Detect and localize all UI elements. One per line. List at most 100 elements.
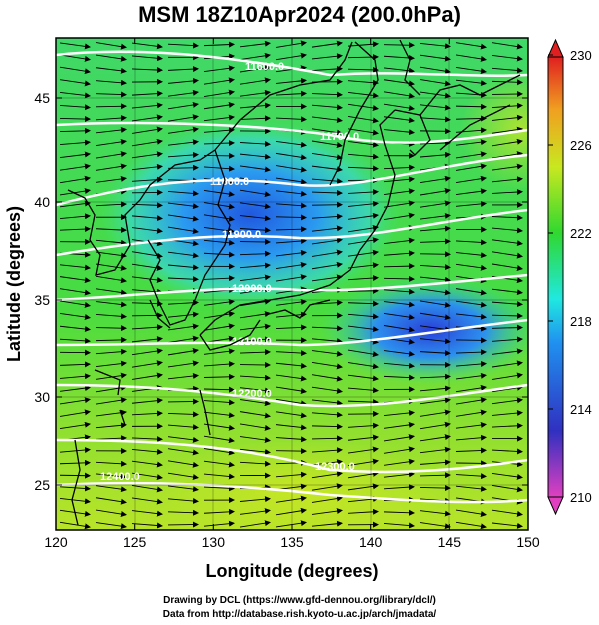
wind-vector-arrow: [59, 497, 91, 505]
wind-vector-arrow: [311, 165, 343, 173]
wind-vector-arrow: [59, 385, 91, 392]
wind-vector-arrow: [455, 384, 487, 393]
wind-vector-arrow: [275, 249, 307, 257]
wind-vector-arrow: [167, 509, 199, 516]
wind-vector-arrow: [239, 399, 271, 407]
contour-label: 12000.0: [232, 283, 272, 295]
wind-vector-arrow: [311, 508, 343, 515]
wind-vector-arrow: [491, 263, 523, 271]
wind-vector-arrow: [347, 387, 379, 394]
wind-vector-arrow: [59, 151, 91, 158]
wind-vector-arrow: [59, 200, 91, 208]
wind-vector-arrow: [455, 509, 487, 517]
wind-vector-arrow: [203, 89, 235, 98]
wind-vector-arrow: [347, 313, 379, 320]
wind-vector-arrow: [491, 384, 523, 393]
wind-vector-arrow: [311, 350, 343, 357]
wind-vector-arrow: [95, 103, 127, 110]
wind-vector-arrow: [311, 423, 343, 430]
wind-vector-arrow: [311, 128, 343, 136]
wind-vector-arrow: [455, 300, 487, 308]
wind-vector-arrow: [239, 202, 271, 210]
wind-vector-arrow: [131, 163, 163, 171]
wind-vector-arrow: [167, 114, 199, 122]
wind-vector-arrow: [491, 348, 523, 355]
height-contour: [56, 208, 528, 257]
wind-vector-arrow: [203, 65, 235, 72]
wind-vector-arrow: [239, 102, 271, 109]
wind-vector-arrow: [491, 288, 523, 296]
wind-vector-arrow: [275, 274, 307, 282]
wind-vector-arrow: [239, 520, 271, 528]
wind-vector-arrow: [167, 323, 199, 331]
wind-vector-arrow: [131, 102, 163, 109]
wind-vector-arrow: [419, 79, 451, 87]
wind-vector-arrow: [203, 140, 235, 147]
wind-vector-arrow: [95, 175, 127, 183]
wind-vector-arrow: [311, 483, 343, 491]
wind-vector-arrow: [347, 153, 379, 160]
wind-vector-arrow: [455, 103, 487, 110]
wind-vector-arrow: [419, 472, 451, 479]
wind-vector-arrow: [59, 288, 91, 296]
wind-vector-arrow: [203, 485, 235, 492]
wind-vector-arrow: [383, 42, 415, 49]
wind-vector-arrow: [491, 372, 523, 380]
wind-vector-arrow: [239, 89, 271, 97]
colorbar-label: 210: [570, 490, 592, 505]
wind-vector-arrow: [167, 42, 199, 49]
wind-vector-arrow: [455, 239, 487, 246]
wind-vector-arrow: [275, 226, 307, 233]
wind-vector-arrow: [95, 126, 127, 134]
wind-vector-arrow: [275, 374, 307, 382]
wind-vector-arrow: [347, 91, 379, 99]
wind-vector-arrow: [383, 103, 415, 112]
wind-vector-arrow: [455, 397, 487, 405]
wind-vector-arrow: [167, 472, 199, 480]
wind-vector-arrow: [203, 41, 235, 48]
wind-vector-arrow: [383, 301, 415, 308]
wind-vector-arrow: [239, 165, 271, 173]
wind-vector-arrow: [203, 386, 235, 393]
wind-vector-arrow: [419, 312, 451, 321]
wind-vector-arrow: [131, 42, 163, 50]
wind-vector-arrow: [491, 336, 523, 343]
wind-vector-arrow: [455, 409, 487, 417]
wind-vector-arrow: [167, 202, 199, 210]
wind-vector-arrow: [419, 140, 451, 147]
wind-vector-arrow: [239, 77, 271, 85]
wind-vector-arrow: [131, 151, 163, 159]
wind-vector-arrow: [203, 520, 235, 527]
wind-vector-arrow: [491, 301, 523, 308]
wind-vector-arrow: [275, 424, 307, 431]
wind-vector-arrow: [419, 188, 451, 196]
wind-vector-arrow: [239, 460, 271, 467]
wind-vector-arrow: [491, 227, 523, 234]
x-tick-label: 140: [359, 534, 383, 550]
y-tick-label: 35: [34, 292, 50, 308]
wind-vector-arrow: [203, 275, 235, 282]
x-tick-label: 150: [516, 534, 540, 550]
wind-vector-arrow: [311, 362, 343, 370]
height-contour: [56, 273, 528, 302]
wind-vector-arrow: [491, 522, 523, 529]
wind-vector-arrow: [347, 224, 379, 233]
wind-vector-arrow: [131, 126, 163, 134]
wind-vector-arrow: [383, 91, 415, 99]
wind-vector-arrow: [59, 104, 91, 111]
wind-vector-arrow: [239, 227, 271, 234]
x-tick-label: 125: [123, 534, 147, 550]
wind-vector-arrow: [311, 152, 343, 161]
wind-vector-arrow: [419, 510, 451, 517]
wind-vector-arrow: [383, 176, 415, 183]
wind-vector-arrow: [131, 448, 163, 455]
wind-vector-arrow: [419, 385, 451, 392]
wind-vector-arrow: [383, 421, 415, 429]
wind-vector-arrow: [455, 163, 487, 171]
wind-vector-arrow: [383, 509, 415, 516]
wind-vector-arrow: [455, 252, 487, 259]
wind-vector-arrow: [131, 397, 163, 404]
wind-vector-arrow: [131, 460, 163, 468]
wind-vector-arrow: [311, 338, 343, 345]
